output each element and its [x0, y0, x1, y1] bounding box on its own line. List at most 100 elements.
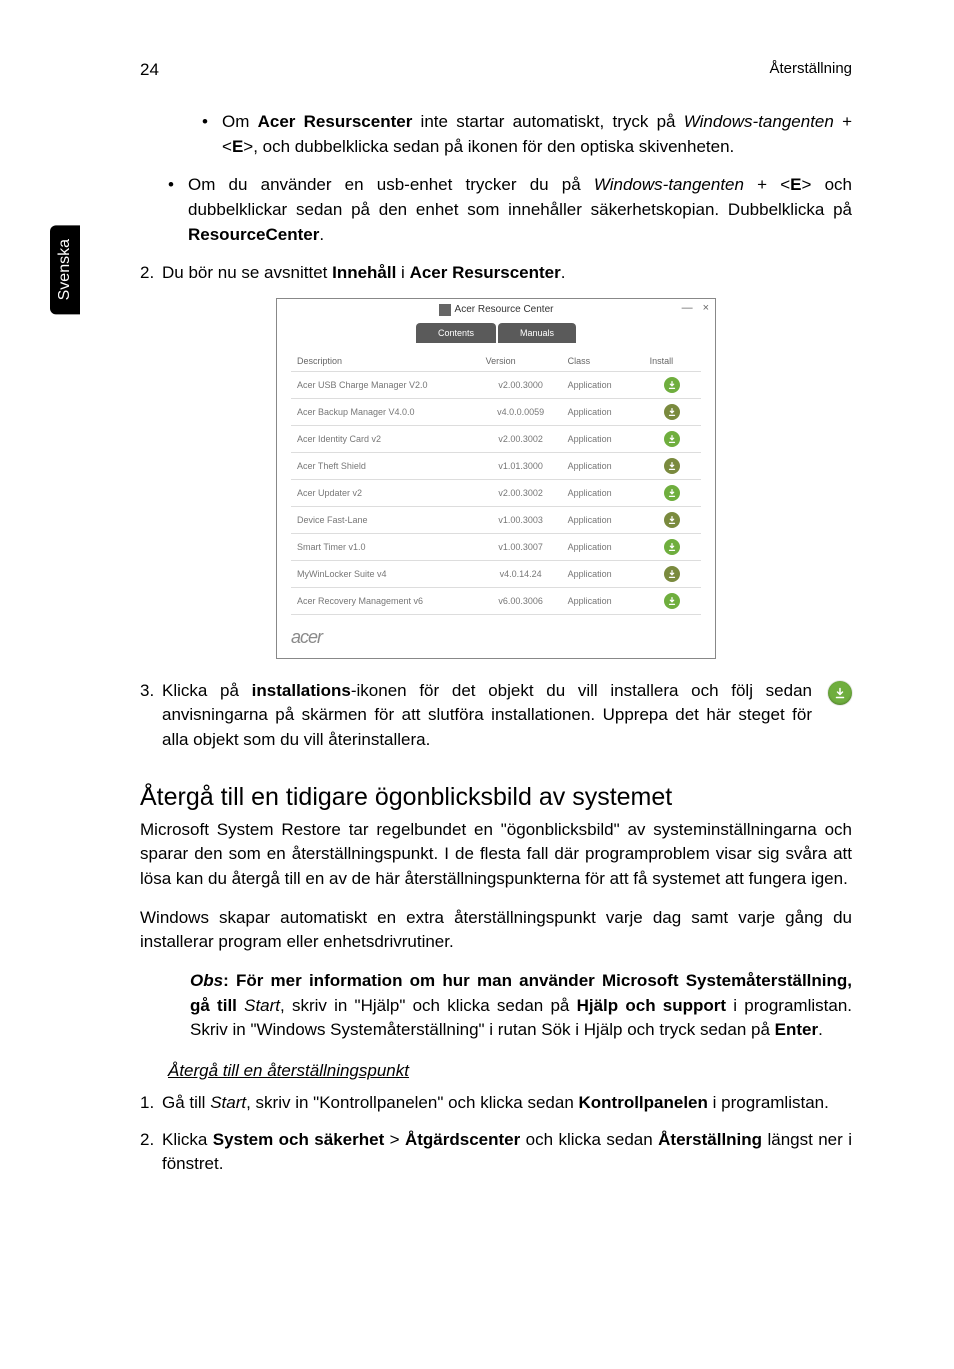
table-container: Description Version Class Install Acer U… — [277, 343, 715, 621]
text: + < — [744, 175, 790, 194]
tab-manuals[interactable]: Manuals — [498, 323, 576, 343]
text-bold: E — [232, 137, 243, 156]
text-bold: Åtgärdscenter — [405, 1130, 520, 1149]
window-title-text: Acer Resource Center — [455, 304, 554, 315]
download-arrow-icon — [667, 569, 677, 579]
text-bold: System och säkerhet — [213, 1130, 384, 1149]
cell-class: Application — [562, 452, 644, 479]
cell-class: Application — [562, 533, 644, 560]
cell-install — [644, 371, 701, 398]
cell-version: v4.0.0.0059 — [480, 398, 562, 425]
cell-description: Smart Timer v1.0 — [291, 533, 480, 560]
text: i — [396, 263, 409, 282]
table-row: Acer Backup Manager V4.0.0v4.0.0.0059App… — [291, 398, 701, 425]
cell-description: MyWinLocker Suite v4 — [291, 560, 480, 587]
text: Klicka — [162, 1130, 213, 1149]
cell-class: Application — [562, 479, 644, 506]
bullet-sub-1: Om Acer Resurscenter inte startar automa… — [202, 110, 852, 159]
install-button[interactable] — [664, 593, 680, 609]
tabs: Contents Manuals — [277, 323, 715, 343]
install-button[interactable] — [664, 377, 680, 393]
text: . — [561, 263, 566, 282]
contents-table: Description Version Class Install Acer U… — [291, 351, 701, 615]
arrow-down-icon — [834, 687, 846, 699]
table-row: Acer Updater v2v2.00.3002Application — [291, 479, 701, 506]
text: , skriv in "Kontrollpanelen" och klicka … — [246, 1093, 578, 1112]
paragraph-1: Microsoft System Restore tar regelbundet… — [140, 818, 852, 892]
download-arrow-icon — [667, 380, 677, 390]
download-arrow-icon — [667, 488, 677, 498]
paragraph-2: Windows skapar automatiskt en extra åter… — [140, 906, 852, 955]
text: . — [818, 1020, 823, 1039]
page-header-right: Återställning — [769, 60, 852, 77]
step-3-wrap: 3. Klicka på installations-ikonen för de… — [140, 679, 852, 753]
cell-install — [644, 587, 701, 614]
cell-install — [644, 506, 701, 533]
col-description: Description — [291, 351, 480, 372]
download-arrow-icon — [667, 461, 677, 471]
cell-install — [644, 479, 701, 506]
cell-class: Application — [562, 506, 644, 533]
window-title: Acer Resource Center — [439, 304, 554, 316]
step-number: 1. — [140, 1091, 154, 1116]
numbered-1: 1. Gå till Start, skriv in "Kontrollpane… — [140, 1091, 852, 1116]
install-button[interactable] — [664, 512, 680, 528]
text-bold: Acer Resurscenter — [258, 112, 413, 131]
text: Klicka på — [162, 681, 252, 700]
cell-class: Application — [562, 398, 644, 425]
install-button[interactable] — [664, 566, 680, 582]
text: och klicka sedan — [520, 1130, 658, 1149]
col-version: Version — [480, 351, 562, 372]
text-italic: Windows-tangenten — [594, 175, 744, 194]
cell-class: Application — [562, 425, 644, 452]
install-button[interactable] — [664, 485, 680, 501]
text-italic: Start — [244, 996, 280, 1015]
cell-description: Acer Identity Card v2 — [291, 425, 480, 452]
install-icon-sample — [824, 679, 852, 753]
sub-heading: Återgå till en återställningspunkt — [168, 1061, 852, 1081]
text-italic: Start — [210, 1093, 246, 1112]
minimize-button[interactable]: — — [682, 302, 693, 314]
tab-contents[interactable]: Contents — [416, 323, 496, 343]
text-bold: Hjälp och support — [577, 996, 726, 1015]
cell-install — [644, 452, 701, 479]
text-bold: Återställning — [658, 1130, 762, 1149]
step-number: 3. — [140, 679, 154, 704]
download-arrow-icon — [667, 542, 677, 552]
install-button[interactable] — [664, 431, 680, 447]
text: > — [384, 1130, 405, 1149]
text: inte startar automatiskt, tryck på — [412, 112, 683, 131]
download-arrow-icon — [667, 596, 677, 606]
cell-version: v1.00.3007 — [480, 533, 562, 560]
cell-class: Application — [562, 560, 644, 587]
cell-version: v6.00.3006 — [480, 587, 562, 614]
window-controls: — × — [682, 302, 709, 314]
col-install: Install — [644, 351, 701, 372]
window-titlebar: Acer Resource Center — × — [277, 299, 715, 321]
cell-version: v2.00.3002 — [480, 479, 562, 506]
page-content: Om Acer Resurscenter inte startar automa… — [140, 110, 852, 1189]
install-button[interactable] — [664, 458, 680, 474]
cell-class: Application — [562, 371, 644, 398]
text-bold: Kontrollpanelen — [579, 1093, 708, 1112]
language-tab: Svenska — [50, 225, 80, 314]
text-bold: Innehåll — [332, 263, 396, 282]
cell-version: v1.01.3000 — [480, 452, 562, 479]
cell-install — [644, 425, 701, 452]
text: Du bör nu se avsnittet — [162, 263, 332, 282]
text-bold: Acer Resurscenter — [410, 263, 561, 282]
install-button[interactable] — [664, 404, 680, 420]
text: Om du använder en usb-enhet trycker du p… — [188, 175, 594, 194]
download-arrow-icon — [667, 407, 677, 417]
table-row: Smart Timer v1.0v1.00.3007Application — [291, 533, 701, 560]
obs-label: Obs — [190, 971, 223, 990]
install-button[interactable] — [664, 539, 680, 555]
download-arrow-icon — [667, 515, 677, 525]
step-number: 2. — [140, 261, 154, 286]
close-button[interactable]: × — [703, 302, 709, 314]
screenshot-wrap: Acer Resource Center — × Contents Manual… — [140, 298, 852, 659]
col-class: Class — [562, 351, 644, 372]
cell-description: Device Fast-Lane — [291, 506, 480, 533]
step-number: 2. — [140, 1128, 154, 1153]
table-header-row: Description Version Class Install — [291, 351, 701, 372]
